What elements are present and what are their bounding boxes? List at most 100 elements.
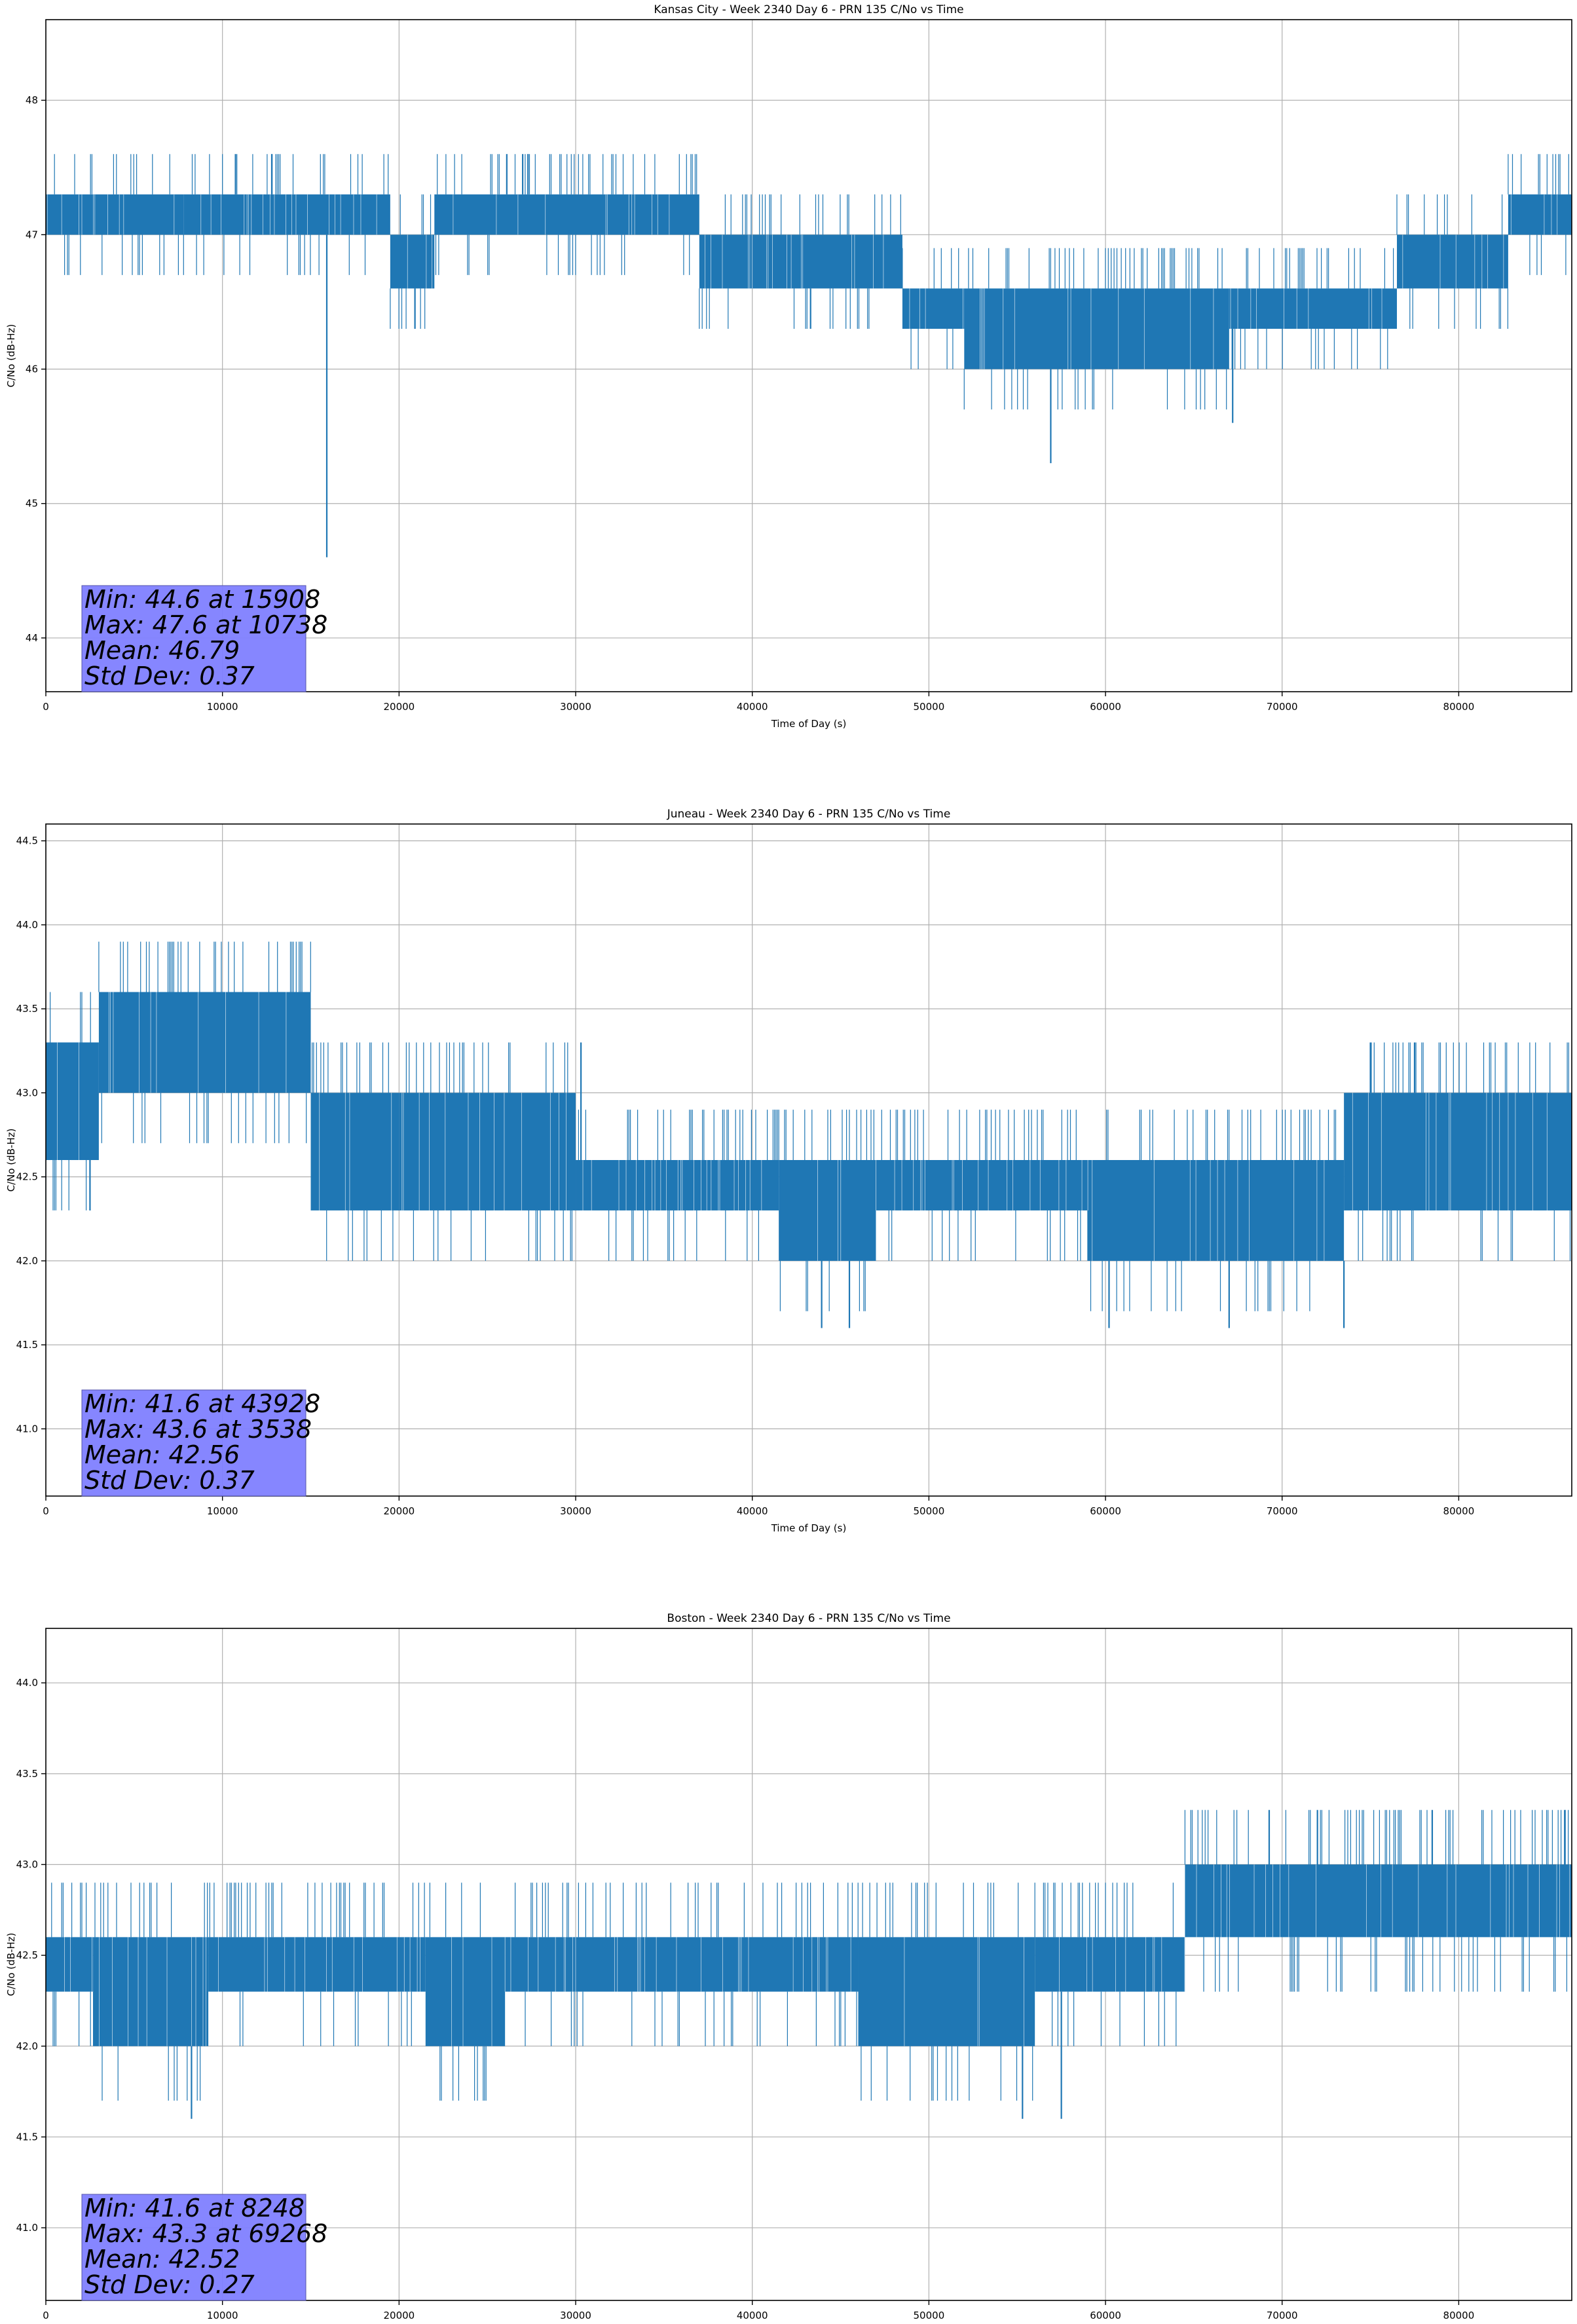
- x-tick-label: 80000: [1443, 701, 1475, 713]
- x-tick-label: 20000: [383, 2310, 415, 2321]
- stats-std: Std Dev: 0.27: [84, 2270, 255, 2299]
- trace-band: [183, 194, 390, 235]
- trace-band: [1344, 1093, 1572, 1210]
- x-tick-label: 40000: [737, 2310, 768, 2321]
- stats-min: Min: 44.6 at 15908: [84, 585, 320, 614]
- x-tick-label: 0: [43, 701, 49, 713]
- stats-box: [81, 1389, 306, 1497]
- stats-min: Min: 41.6 at 43928: [84, 1389, 320, 1418]
- trace-band: [876, 1160, 1088, 1210]
- x-tick-label: 60000: [1090, 1505, 1121, 1517]
- trace-band: [1088, 1160, 1345, 1261]
- trace-band: [1397, 234, 1508, 289]
- x-tick-label: 0: [43, 2310, 49, 2321]
- y-tick-label: 41.0: [16, 2222, 38, 2234]
- trace-band: [1035, 1937, 1185, 1992]
- x-tick-label: 70000: [1267, 701, 1298, 713]
- trace-band: [505, 1937, 859, 1992]
- trace-band: [858, 1937, 1035, 2046]
- stats-mean: Mean: 42.52: [84, 2245, 240, 2274]
- x-tick-label: 40000: [737, 701, 768, 713]
- y-tick-label: 43.0: [16, 1858, 38, 1870]
- trace-band: [46, 194, 184, 235]
- y-tick-label: 45: [26, 498, 38, 510]
- x-tick-label: 20000: [383, 1505, 415, 1517]
- chart-title: Kansas City - Week 2340 Day 6 - PRN 135 …: [654, 3, 963, 16]
- y-tick-label: 42.0: [16, 2040, 38, 2052]
- trace-band: [699, 234, 752, 289]
- trace-excursions: [51, 1810, 1569, 2101]
- axes-frame: [45, 823, 1572, 1497]
- trace-band: [425, 1937, 506, 2046]
- trace-band: [399, 1093, 576, 1210]
- stats-max: Max: 43.6 at 3538: [84, 1415, 312, 1444]
- stats-max: Max: 47.6 at 10738: [84, 610, 327, 639]
- x-tick-label: 80000: [1443, 2310, 1475, 2321]
- chart-title: Juneau - Week 2340 Day 6 - PRN 135 C/No …: [667, 808, 951, 821]
- axes-frame: [45, 1628, 1572, 2301]
- stats-mean: Mean: 46.79: [84, 636, 240, 665]
- y-tick-label: 42.0: [16, 1255, 38, 1267]
- trace-band: [964, 288, 1229, 369]
- trace-band: [46, 1937, 94, 1992]
- trace-band: [434, 194, 699, 235]
- x-tick-label: 0: [43, 1505, 49, 1517]
- trace-band: [1508, 194, 1572, 235]
- x-tick-label: 30000: [560, 2310, 591, 2321]
- trace-band: [1185, 1864, 1572, 1938]
- y-tick-label: 48: [26, 94, 38, 106]
- plot-area: [46, 20, 1572, 692]
- x-tick-label: 70000: [1267, 2310, 1298, 2321]
- trace-band: [46, 1042, 99, 1160]
- y-tick-label: 41.5: [16, 1339, 38, 1351]
- stats-std: Std Dev: 0.37: [84, 662, 255, 690]
- x-tick-label: 60000: [1090, 701, 1121, 713]
- chart-title: Boston - Week 2340 Day 6 - PRN 135 C/No …: [667, 1612, 950, 1625]
- x-tick-label: 50000: [914, 2310, 945, 2321]
- x-axis-label: Time of Day (s): [771, 718, 847, 730]
- y-tick-label: 44.5: [16, 835, 38, 847]
- trace-band: [98, 992, 311, 1093]
- x-tick-label: 80000: [1443, 1505, 1475, 1517]
- y-tick-label: 42.5: [16, 1949, 38, 1961]
- trace-band: [576, 1160, 779, 1210]
- chart-panel-3: 0 10000 20000 30000 40000 50000 60000 70000 8000…: [5, 1612, 1572, 2321]
- y-tick-label: 46: [26, 364, 38, 375]
- x-tick-label: 10000: [207, 2310, 238, 2321]
- x-tick-label: 10000: [207, 701, 238, 713]
- y-tick-label: 42.5: [16, 1171, 38, 1183]
- stats-std: Std Dev: 0.37: [84, 1466, 255, 1495]
- trace-band: [208, 1937, 426, 1992]
- y-tick-label: 44.0: [16, 1677, 38, 1689]
- x-tick-label: 40000: [737, 1505, 768, 1517]
- y-tick-label: 41.5: [16, 2131, 38, 2143]
- stats-box: [81, 585, 306, 692]
- y-axis-label: C/No (dB-Hz): [5, 1129, 17, 1192]
- y-axis-label: C/No (dB-Hz): [5, 1933, 17, 1996]
- y-tick-label: 44.0: [16, 919, 38, 931]
- y-tick-label: 43.0: [16, 1087, 38, 1098]
- y-tick-label: 41.0: [16, 1423, 38, 1434]
- chart-panel-2: 0 10000 20000 30000 40000 50000 60000 70000 8000…: [5, 808, 1572, 1534]
- axes-frame: [45, 19, 1572, 692]
- y-tick-label: 43.5: [16, 1003, 38, 1015]
- y-tick-label: 44: [26, 632, 38, 644]
- trace-band: [902, 288, 965, 329]
- y-tick-label: 43.5: [16, 1768, 38, 1780]
- x-tick-label: 10000: [207, 1505, 238, 1517]
- stats-box: [81, 2194, 306, 2301]
- x-tick-label: 30000: [560, 1505, 591, 1517]
- x-tick-label: 50000: [914, 1505, 945, 1517]
- trace-band: [390, 234, 435, 289]
- chart-panel-1: 0 10000 20000 30000 40000 50000 60000 70000 8000…: [5, 3, 1572, 730]
- stats-max: Max: 43.3 at 69268: [84, 2219, 327, 2248]
- x-tick-label: 60000: [1090, 2310, 1121, 2321]
- y-tick-label: 47: [26, 229, 38, 240]
- y-axis-label: C/No (dB-Hz): [5, 324, 17, 388]
- x-tick-label: 70000: [1267, 1505, 1298, 1517]
- x-axis-label: Time of Day (s): [771, 1522, 847, 1534]
- trace-band: [752, 234, 902, 289]
- stats-mean: Mean: 42.56: [84, 1440, 240, 1469]
- x-tick-label: 20000: [383, 701, 415, 713]
